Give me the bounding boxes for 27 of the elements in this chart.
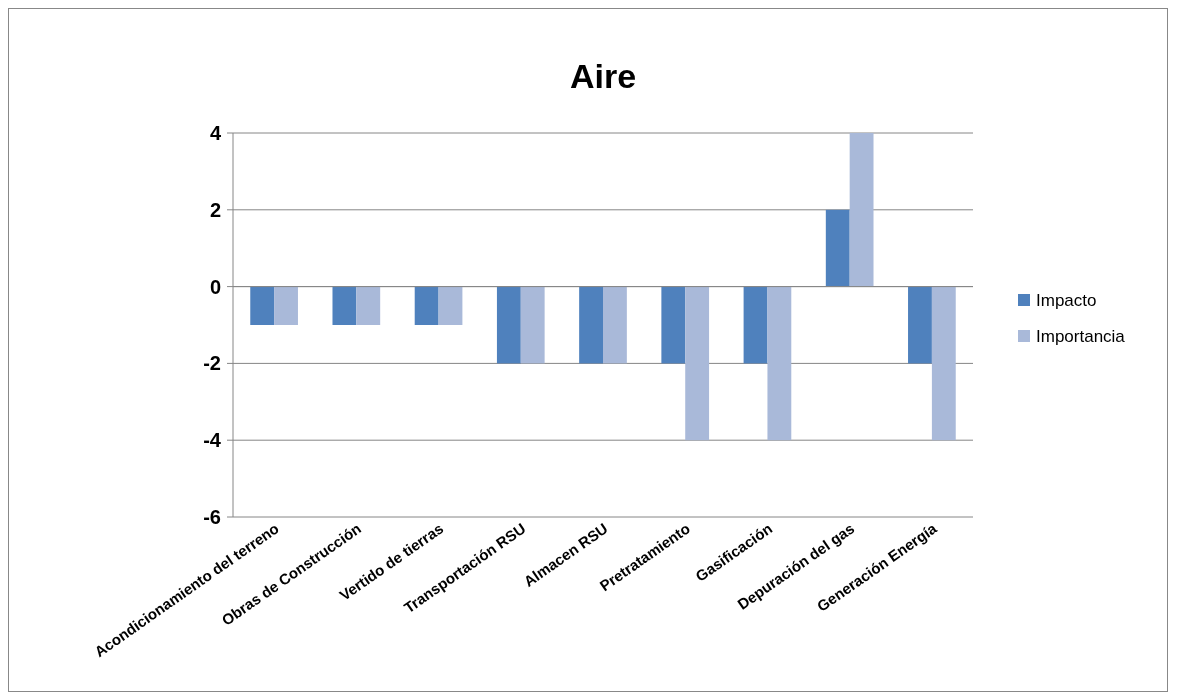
bar (908, 286, 932, 364)
y-tick-label: 2 (209, 198, 221, 221)
bar (661, 286, 686, 364)
bar (825, 209, 850, 287)
bar (438, 286, 463, 325)
legend-label: Importancia (1036, 326, 1126, 346)
bar (496, 286, 521, 364)
bar (685, 286, 710, 441)
y-tick-label: -4 (203, 429, 222, 452)
bar (250, 286, 275, 325)
bar (274, 286, 298, 325)
bar (356, 286, 381, 325)
bar (931, 286, 956, 441)
bar (520, 286, 545, 364)
bar (767, 286, 792, 441)
y-tick-label: 0 (209, 275, 221, 298)
y-tick-label: -2 (203, 352, 221, 375)
bar (849, 133, 874, 287)
y-tick-label: -6 (203, 506, 221, 528)
bar (332, 286, 357, 325)
bar (414, 286, 439, 325)
legend-label: Impacto (1036, 290, 1097, 310)
y-tick-label: 4 (209, 122, 222, 144)
chart-title: Aire (569, 57, 637, 95)
bar (579, 286, 603, 364)
bar (743, 286, 768, 364)
bar (603, 286, 627, 364)
